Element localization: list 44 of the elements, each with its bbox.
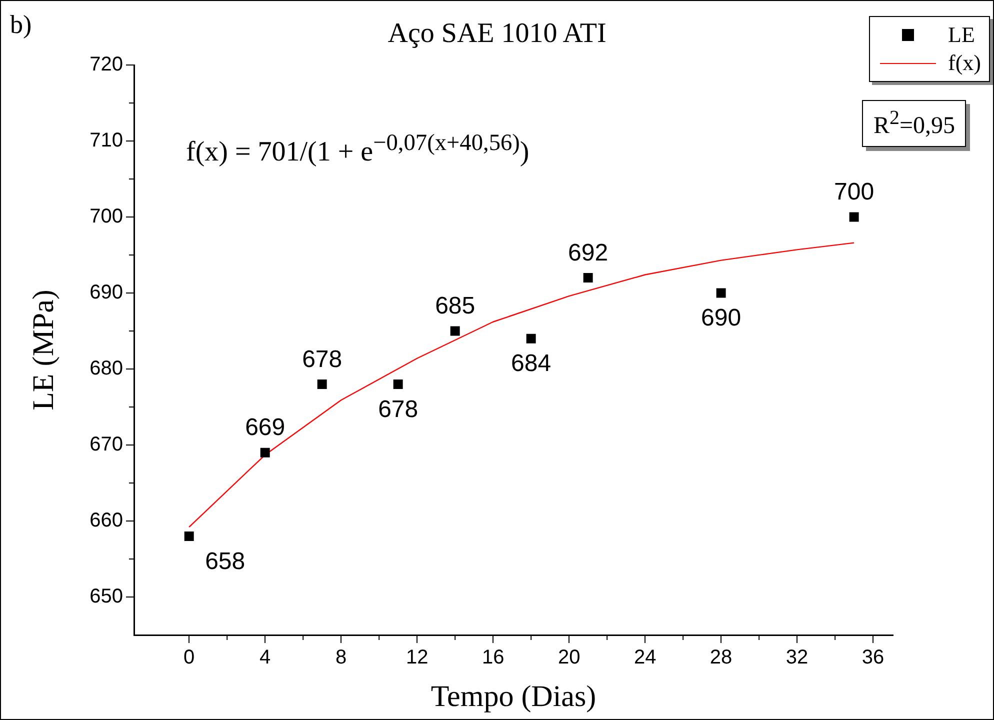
y-tick-label: 710	[90, 130, 123, 152]
legend-label: f(x)	[948, 50, 981, 76]
y-tick-label: 720	[90, 54, 123, 76]
x-tick-label: 8	[336, 646, 347, 669]
x-tick-label: 36	[862, 646, 884, 669]
y-tick-label: 700	[90, 206, 123, 228]
data-label: 658	[205, 548, 246, 575]
point	[260, 448, 270, 458]
x-tick-label: 12	[406, 646, 428, 669]
data-label: 692	[568, 239, 608, 266]
point	[849, 212, 859, 222]
chart-title: Aço SAE 1010 ATI	[388, 18, 606, 49]
y-tick-label: 680	[90, 358, 123, 380]
legend-label: LE	[948, 22, 975, 48]
x-tick-label: 28	[710, 646, 732, 669]
point	[526, 334, 536, 344]
x-tick-label: 0	[184, 646, 195, 669]
data-label: 678	[378, 396, 418, 423]
point	[450, 326, 460, 336]
y-tick-label: 670	[90, 434, 123, 456]
annotation: f(x) = 701/(1 + e$^{−0,07(x+40,56)}$)	[186, 130, 530, 168]
x-tick-label: 16	[482, 646, 504, 669]
text: b)	[10, 10, 32, 40]
data-label: 685	[435, 292, 476, 320]
point	[583, 273, 593, 283]
x-tick-label: 20	[558, 646, 580, 669]
data-label: 669	[245, 414, 286, 442]
y-tick-label: 690	[90, 282, 123, 304]
point	[393, 379, 403, 389]
y-tick-label: 650	[90, 586, 123, 608]
y-tick-label: 660	[90, 510, 123, 532]
point	[184, 531, 194, 541]
annotation: R$^{2}$=0,95	[862, 100, 966, 147]
point	[716, 288, 726, 298]
x-tick-label: 32	[786, 646, 808, 669]
x-axis-title: Tempo (Dias)	[430, 680, 598, 714]
data-label: 690	[701, 304, 742, 332]
x-tick-label: 24	[634, 646, 656, 669]
point	[317, 379, 327, 389]
data-label: 678	[302, 346, 342, 373]
data-label: 700	[834, 178, 874, 206]
y-axis-title: LE (MPa)	[27, 290, 61, 410]
data-label: 684	[511, 350, 552, 378]
x-tick-label: 4	[260, 646, 271, 669]
